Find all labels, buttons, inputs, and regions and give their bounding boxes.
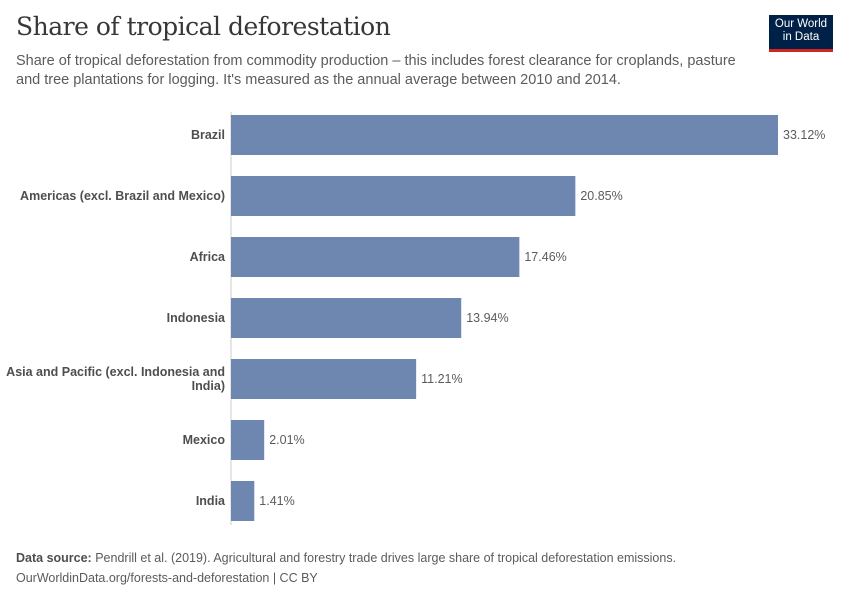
chart-subtitle: Share of tropical deforestation from com… (16, 53, 736, 88)
category-label: Americas (excl. Brazil and Mexico) (20, 189, 225, 203)
bar[interactable] (231, 176, 576, 216)
bar[interactable] (231, 298, 462, 338)
bar[interactable] (231, 237, 520, 277)
value-label: 17.46% (524, 250, 566, 264)
source-label: Data source: (16, 551, 92, 565)
value-label: 13.94% (466, 311, 508, 325)
category-label: Mexico (183, 433, 226, 447)
source-text: Pendrill et al. (2019). Agricultural and… (95, 551, 677, 565)
footer-url[interactable]: OurWorldinData.org/forests-and-deforesta… (16, 571, 318, 585)
logo-text: Our World in Data (774, 18, 828, 43)
bar[interactable] (231, 420, 265, 460)
category-label: Indonesia (167, 311, 226, 325)
value-label: 20.85% (580, 189, 622, 203)
value-label: 33.12% (783, 128, 825, 142)
footer: Data source: Pendrill et al. (2019). Agr… (16, 548, 676, 588)
bar[interactable] (231, 481, 255, 521)
bar[interactable] (231, 115, 778, 155)
bar[interactable] (231, 359, 417, 399)
category-label: India (196, 494, 226, 508)
value-label: 2.01% (269, 433, 304, 447)
category-label: Asia and Pacific (excl. Indonesia and Ind… (6, 365, 225, 393)
chart-title: Share of tropical deforestation (16, 12, 391, 41)
owid-logo[interactable]: Our World in Data (769, 15, 833, 52)
category-label: Africa (190, 250, 226, 264)
value-label: 11.21% (421, 372, 462, 386)
value-label: 1.41% (259, 494, 294, 508)
category-label: Brazil (191, 128, 225, 142)
